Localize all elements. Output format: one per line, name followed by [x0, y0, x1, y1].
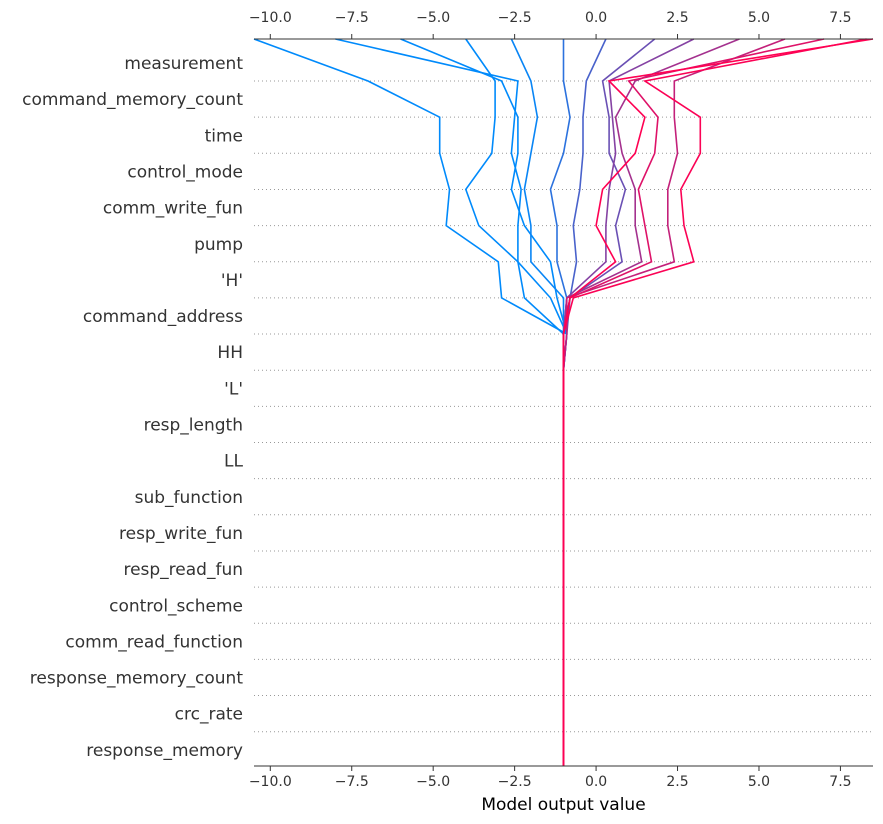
bottom-tick-label: −5.0	[416, 774, 450, 790]
sample-path	[562, 38, 786, 766]
feature-label: command_address	[83, 307, 243, 327]
feature-label: 'H'	[221, 271, 243, 291]
feature-label: 'L'	[224, 379, 243, 399]
feature-label: resp_write_fun	[119, 524, 243, 544]
top-tick-label: −2.5	[498, 10, 532, 26]
feature-label: time	[205, 126, 243, 146]
sample-path	[562, 38, 607, 766]
feature-label: HH	[217, 343, 243, 363]
sample-path	[562, 38, 656, 766]
sample-paths	[253, 38, 874, 766]
top-tick-label: −5.0	[416, 10, 450, 26]
sample-path	[335, 38, 565, 766]
bottom-tick-label: −2.5	[498, 774, 532, 790]
feature-label: comm_write_fun	[103, 199, 243, 219]
feature-label: control_mode	[127, 162, 243, 182]
feature-label: resp_read_fun	[123, 560, 243, 580]
sample-path	[562, 38, 825, 766]
feature-label: measurement	[124, 54, 243, 74]
x-axis-label: Model output value	[481, 795, 645, 815]
bottom-tick-label: 7.5	[829, 774, 851, 790]
bottom-tick-label: 5.0	[748, 774, 770, 790]
top-tick-label: −10.0	[249, 10, 292, 26]
top-tick-label: −7.5	[335, 10, 369, 26]
sample-path	[562, 38, 740, 766]
top-tick-label: 0.0	[585, 10, 607, 26]
sample-path	[253, 38, 568, 766]
sample-path	[562, 38, 874, 766]
axes	[254, 38, 873, 767]
top-tick-label: 2.5	[666, 10, 688, 26]
sample-path	[510, 38, 565, 766]
bottom-tick-label: 0.0	[585, 774, 607, 790]
bottom-tick-label: 2.5	[666, 774, 688, 790]
feature-label: resp_length	[144, 416, 243, 436]
sample-path	[400, 38, 568, 766]
feature-label: command_memory_count	[22, 90, 243, 110]
tick-labels: −10.0 −10.0 −7.5 −7.5 −5.0 −5.0 −2.5 −2.5 0.0 0.0…	[249, 10, 852, 790]
feature-label: control_scheme	[109, 596, 243, 616]
feature-label: comm_read_function	[65, 632, 243, 652]
feature-label: sub_function	[135, 488, 243, 508]
sample-path	[549, 39, 571, 766]
feature-label: LL	[224, 452, 243, 472]
bottom-tick-label: −7.5	[335, 774, 369, 790]
top-tick-label: 7.5	[829, 10, 851, 26]
bottom-tick-label: −10.0	[249, 774, 292, 790]
sample-path	[464, 38, 568, 766]
top-tick-label: 5.0	[748, 10, 770, 26]
feature-label: pump	[194, 235, 243, 255]
feature-label: crc_rate	[175, 705, 243, 725]
feature-label: response_memory	[86, 741, 243, 761]
feature-label: response_memory_count	[30, 669, 244, 689]
